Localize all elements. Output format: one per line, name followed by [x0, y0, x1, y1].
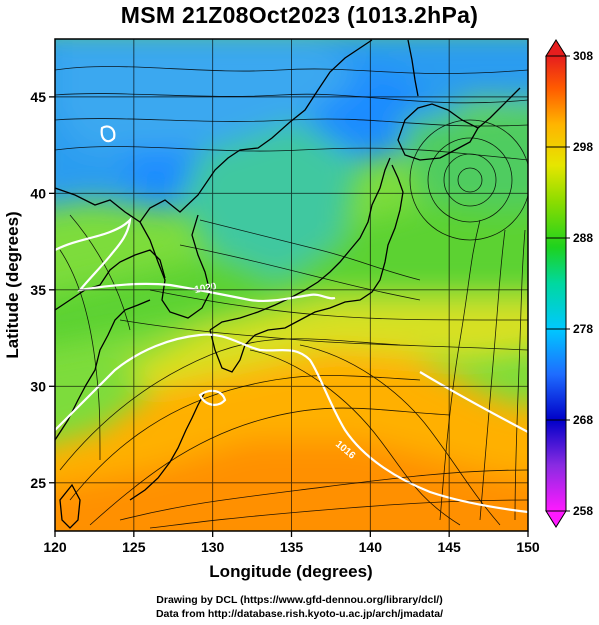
colorbar-tick-label: 278 — [573, 322, 593, 336]
y-tick-label: 35 — [30, 282, 46, 298]
isobar-1020-line — [55, 216, 336, 303]
y-axis-label: Latitude (degrees) — [3, 211, 22, 358]
isobar-label-1020: 1020 — [194, 281, 218, 296]
isobars — [55, 125, 528, 514]
credits: Drawing by DCL (https://www.gfd-dennou.o… — [0, 593, 599, 621]
colorbar-top-arrow — [545, 39, 567, 57]
colorbar-tick-label: 288 — [573, 231, 593, 245]
colorbar-tick-label: 298 — [573, 140, 593, 154]
colorbar-tick-label: 268 — [573, 413, 593, 427]
x-tick-label: 140 — [359, 539, 383, 555]
x-tick-label: 125 — [122, 539, 146, 555]
y-axis-ticks: 25 30 35 40 45 — [30, 89, 55, 491]
coastlines — [55, 39, 521, 529]
y-tick-label: 40 — [30, 185, 46, 201]
colorbar-tick-label: 258 — [573, 504, 593, 518]
x-tick-label: 150 — [516, 539, 540, 555]
y-tick-label: 25 — [30, 475, 46, 491]
isobar-1016-line — [55, 333, 528, 514]
x-tick-label: 135 — [280, 539, 304, 555]
x-tick-label: 145 — [437, 539, 461, 555]
credits-data-source: Data from http://database.rish.kyoto-u.a… — [155, 608, 444, 620]
map-title: MSM 21Z08Oct2023 (1013.2hPa) — [120, 2, 479, 28]
wind-streamlines — [55, 66, 528, 529]
credits-drawing: Drawing by DCL (https://www.gfd-dennou.o… — [156, 594, 443, 606]
x-tick-label: 130 — [201, 539, 225, 555]
y-tick-label: 45 — [30, 89, 46, 105]
colorbar-gradient — [545, 55, 567, 512]
x-axis-ticks: 120 125 130 135 140 145 150 — [43, 531, 540, 555]
y-tick-label: 30 — [30, 378, 46, 394]
x-axis-label: Longitude (degrees) — [209, 562, 372, 581]
colorbar-bottom-arrow — [545, 510, 567, 528]
colorbar-tick-label: 308 — [573, 49, 593, 63]
x-tick-label: 120 — [43, 539, 67, 555]
colorbar: 258 268 278 288 298 308 — [545, 39, 593, 528]
